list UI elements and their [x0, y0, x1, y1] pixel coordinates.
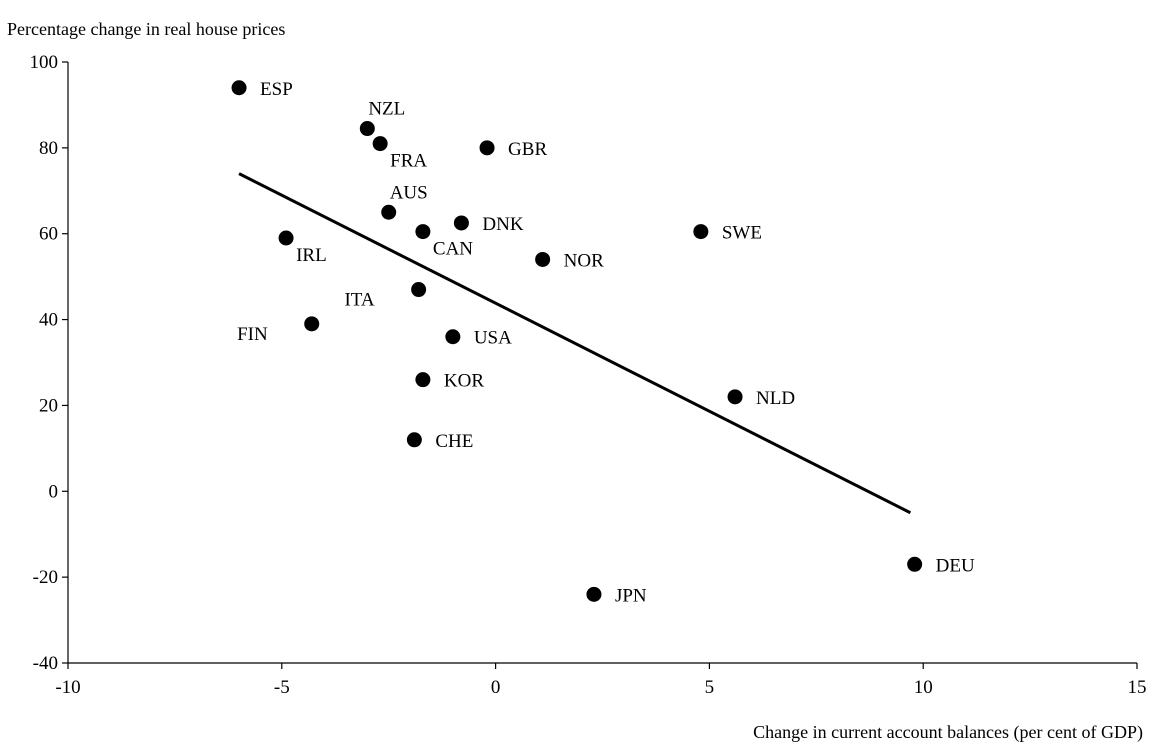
- point-label: NZL: [368, 99, 405, 120]
- point-label: ESP: [260, 79, 293, 100]
- x-tick-label: 15: [1128, 677, 1147, 698]
- data-point-gbr: [479, 140, 495, 156]
- data-point-can: [415, 224, 431, 240]
- data-point-ita: [411, 282, 427, 298]
- data-point-fra: [372, 136, 388, 152]
- x-axis-title: Change in current account balances (per …: [753, 722, 1143, 742]
- data-point-swe: [693, 224, 709, 240]
- point-label: NLD: [756, 388, 795, 409]
- data-point-jpn: [586, 586, 602, 602]
- point-label: CAN: [433, 239, 473, 260]
- point-label: KOR: [444, 371, 484, 392]
- x-tick-label: -5: [274, 677, 290, 698]
- point-label: JPN: [615, 585, 647, 606]
- data-point-nld: [727, 389, 743, 405]
- data-point-nzl: [359, 121, 375, 137]
- data-point-deu: [907, 556, 923, 572]
- point-label: CHE: [435, 431, 473, 452]
- y-tick-label: 60: [39, 224, 58, 245]
- x-tick-label: -10: [55, 677, 80, 698]
- point-label: IRL: [296, 245, 327, 266]
- y-tick-label: 20: [39, 395, 58, 416]
- x-tick-label: 5: [705, 677, 715, 698]
- x-tick-label: 0: [491, 677, 501, 698]
- point-label: FIN: [237, 324, 268, 345]
- y-tick-label: 100: [30, 52, 59, 73]
- x-tick-label: 10: [914, 677, 933, 698]
- data-point-kor: [415, 372, 431, 388]
- point-label: NOR: [564, 250, 604, 271]
- data-point-fin: [304, 316, 320, 332]
- data-point-esp: [231, 80, 247, 96]
- y-tick-label: 0: [49, 481, 59, 502]
- data-point-che: [406, 432, 422, 448]
- data-point-aus: [381, 204, 397, 220]
- point-label: SWE: [722, 223, 762, 244]
- data-point-dnk: [453, 215, 469, 231]
- point-label: USA: [474, 328, 512, 349]
- point-label: DEU: [936, 555, 975, 576]
- trend-line: [238, 172, 912, 515]
- y-axis-title: Percentage change in real house prices: [7, 19, 285, 39]
- y-tick-label: -40: [33, 653, 58, 674]
- data-point-nor: [535, 251, 551, 267]
- y-tick-label: -20: [33, 567, 58, 588]
- data-point-irl: [278, 230, 294, 246]
- point-label: DNK: [482, 214, 523, 235]
- y-tick-label: 40: [39, 310, 58, 331]
- point-label: ITA: [344, 290, 374, 311]
- point-label: AUS: [390, 182, 428, 203]
- point-label: GBR: [508, 139, 547, 160]
- point-label: FRA: [390, 151, 427, 172]
- data-point-usa: [445, 329, 461, 345]
- y-tick-label: 80: [39, 138, 58, 159]
